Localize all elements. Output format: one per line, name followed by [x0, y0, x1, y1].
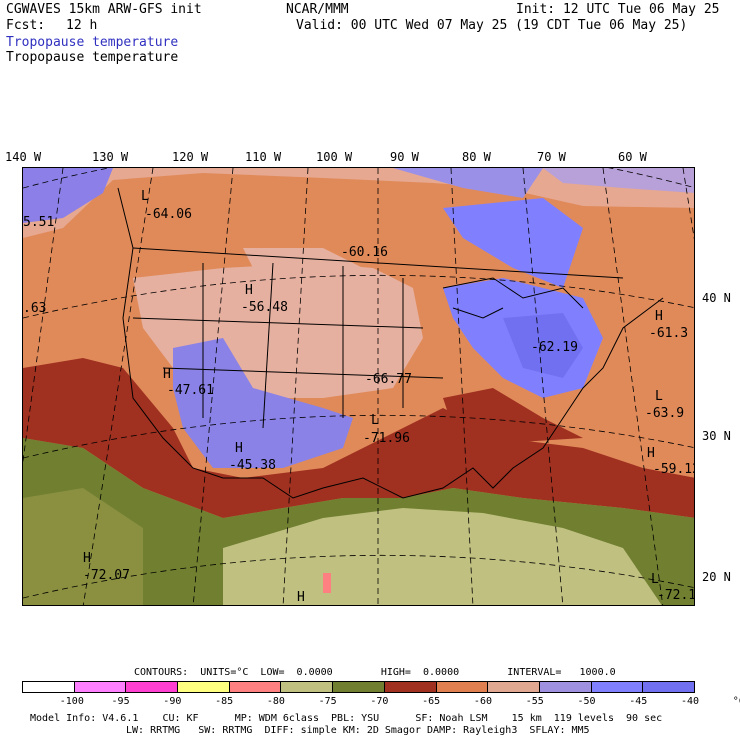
colorbar-swatch: [229, 682, 282, 692]
contour-info: CONTOURS: UNITS=°C LOW= 0.0000 HIGH= 0.0…: [134, 667, 616, 678]
low-marker: L: [141, 189, 149, 204]
field-title-2: Tropopause temperature: [6, 50, 179, 65]
lat-label: 20 N: [702, 570, 731, 584]
map-field: [23, 168, 694, 605]
forecast-label: Fcst:: [6, 18, 46, 33]
lon-label: 80 W: [462, 150, 491, 164]
high-marker: H: [245, 283, 253, 298]
colorbar-tick-label: -80: [266, 696, 285, 707]
extremum-value: -45.38: [229, 458, 276, 473]
colorbar-swatch: [488, 682, 540, 692]
low-marker: L: [651, 572, 659, 587]
edge-value: 5.51: [23, 215, 55, 230]
extremum-value: -61.3: [649, 326, 689, 341]
high-marker: H: [235, 441, 243, 456]
extremum-value: -60.16: [341, 245, 388, 260]
lon-label: 140 W: [5, 150, 42, 164]
extremum-value: -71.96: [363, 431, 410, 446]
colorbar-tick-label: °C: [732, 696, 740, 707]
model-info: Model Info: V4.6.1 CU: KF MP: WDM 6class…: [30, 713, 663, 724]
colorbar-swatch: [436, 682, 489, 692]
extremum-value: -64.06: [145, 207, 192, 222]
extremum-value: -63.9: [645, 406, 685, 421]
colorbar-tick-label: -65: [422, 696, 441, 707]
lon-label: 130 W: [92, 150, 129, 164]
colorbar-swatch: [23, 682, 75, 692]
lon-label: 110 W: [245, 150, 282, 164]
colorbar-tick-label: -50: [577, 696, 596, 707]
colorbar-swatch: [178, 682, 230, 692]
high-marker: H: [297, 590, 305, 605]
extremum-value: -66.77: [365, 372, 412, 387]
colorbar-swatch: [74, 682, 127, 692]
colorbar-swatch: [384, 682, 437, 692]
high-marker: H: [163, 367, 171, 382]
lon-label: 100 W: [316, 150, 353, 164]
lat-label: 30 N: [702, 429, 731, 443]
colorbar-tick-label: -45: [629, 696, 648, 707]
colorbar-tick-label: -75: [318, 696, 337, 707]
colorbar-swatch: [333, 682, 385, 692]
extremum-value: -72.07: [83, 568, 130, 583]
colorbar-tick-label: -40: [681, 696, 700, 707]
colorbar-swatch: [539, 682, 592, 692]
colorbar-swatch: [126, 682, 179, 692]
low-marker: L: [655, 389, 663, 404]
colorbar-swatch: [281, 682, 334, 692]
colorbar-swatch: [643, 682, 694, 692]
colorbar-tick-label: -100: [59, 696, 84, 707]
colorbar: [22, 681, 695, 693]
high-marker: H: [647, 446, 655, 461]
extremum-value: -62.19: [531, 340, 578, 355]
extremum-value: -72.1: [657, 588, 695, 603]
colorbar-swatch: [591, 682, 644, 692]
valid-time: Valid: 00 UTC Wed 07 May 25 (19 CDT Tue …: [296, 18, 688, 33]
lon-label: 120 W: [172, 150, 209, 164]
init-time: Init: 12 UTC Tue 06 May 25: [516, 2, 720, 17]
colorbar-tick-label: -90: [163, 696, 182, 707]
edge-value: .63: [23, 301, 47, 316]
model-title: CGWAVES 15km ARW-GFS init: [6, 2, 202, 17]
colorbar-tick-label: -95: [111, 696, 130, 707]
colorbar-tick-label: -60: [473, 696, 492, 707]
lon-label: 70 W: [537, 150, 566, 164]
forecast-hour: 12 h: [66, 18, 98, 33]
colorbar-tick-label: -70: [370, 696, 389, 707]
colorbar-tick-label: -55: [525, 696, 544, 707]
lon-label: 60 W: [618, 150, 647, 164]
field-title-1: Tropopause temperature: [6, 35, 179, 50]
extremum-value: -56.48: [241, 300, 288, 315]
physics-info: LW: RRTMG SW: RRTMG DIFF: simple KM: 2D …: [126, 725, 590, 736]
extremum-value: -59.12: [653, 462, 694, 477]
high-marker: H: [83, 551, 91, 566]
tropopause-temperature-map: L -64.06 -60.16 H -56.48 H -47.61 -66.77…: [22, 167, 695, 606]
org-label: NCAR/MMM: [286, 2, 349, 17]
extremum-value: -47.61: [167, 383, 214, 398]
high-marker: H: [655, 309, 663, 324]
lon-label: 90 W: [390, 150, 419, 164]
low-marker: L: [371, 413, 379, 428]
lat-label: 40 N: [702, 291, 731, 305]
colorbar-tick-label: -85: [215, 696, 234, 707]
